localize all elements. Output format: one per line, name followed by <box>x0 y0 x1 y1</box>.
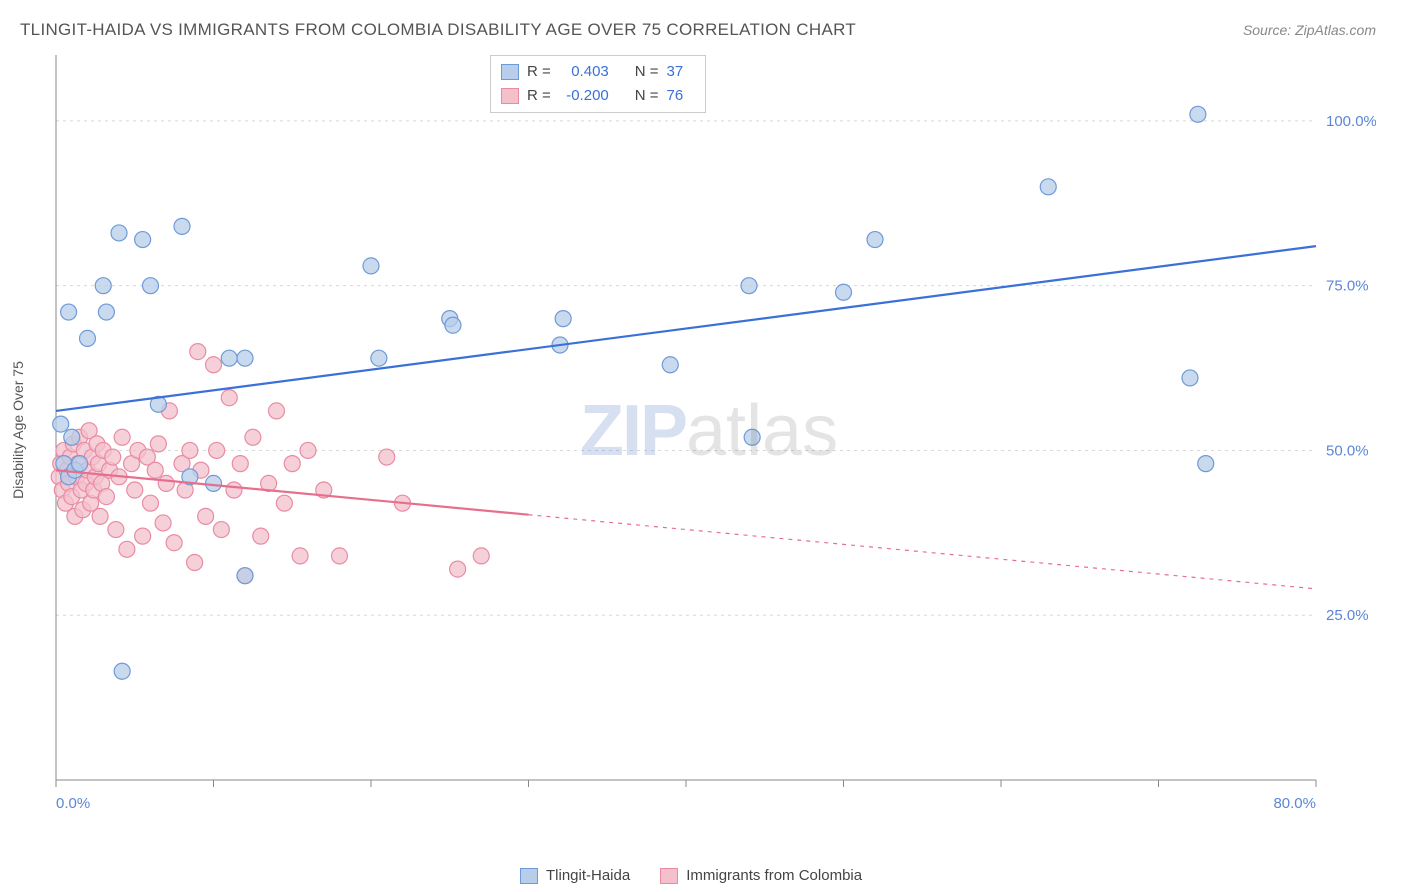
chart-area: 25.0% 50.0% 75.0% 100.0% 0.0% 80.0% <box>46 50 1376 830</box>
chart-title: TLINGIT-HAIDA VS IMMIGRANTS FROM COLOMBI… <box>20 20 856 40</box>
stats-row-series-2: R = -0.200 N = 76 <box>501 84 695 108</box>
series-1-n-value: 37 <box>667 60 695 84</box>
scatter-plot-svg: 25.0% 50.0% 75.0% 100.0% 0.0% 80.0% <box>46 50 1376 830</box>
n-label: N = <box>635 60 659 84</box>
series-2-swatch <box>660 868 678 884</box>
series-legend: Tlingit-Haida Immigrants from Colombia <box>520 867 862 884</box>
legend-item-series-2: Immigrants from Colombia <box>660 867 862 884</box>
series-1-r-value: 0.403 <box>559 60 609 84</box>
svg-text:0.0%: 0.0% <box>56 795 90 812</box>
series-2-r-value: -0.200 <box>559 84 609 108</box>
series-1-swatch <box>520 868 538 884</box>
series-2-swatch <box>501 88 519 104</box>
y-axis-label: Disability Age Over 75 <box>10 361 26 499</box>
r-label: R = <box>527 84 551 108</box>
r-label: R = <box>527 60 551 84</box>
n-label: N = <box>635 84 659 108</box>
series-2-name: Immigrants from Colombia <box>686 867 862 884</box>
svg-text:25.0%: 25.0% <box>1326 607 1369 624</box>
stats-legend: R = 0.403 N = 37 R = -0.200 N = 76 <box>490 55 706 113</box>
svg-text:100.0%: 100.0% <box>1326 113 1376 130</box>
legend-item-series-1: Tlingit-Haida <box>520 867 630 884</box>
source-attribution: Source: ZipAtlas.com <box>1243 22 1376 38</box>
series-1-swatch <box>501 64 519 80</box>
series-1-name: Tlingit-Haida <box>546 867 630 884</box>
svg-text:50.0%: 50.0% <box>1326 442 1369 459</box>
series-2-n-value: 76 <box>667 84 695 108</box>
svg-text:80.0%: 80.0% <box>1273 795 1316 812</box>
stats-row-series-1: R = 0.403 N = 37 <box>501 60 695 84</box>
svg-text:75.0%: 75.0% <box>1326 278 1369 295</box>
